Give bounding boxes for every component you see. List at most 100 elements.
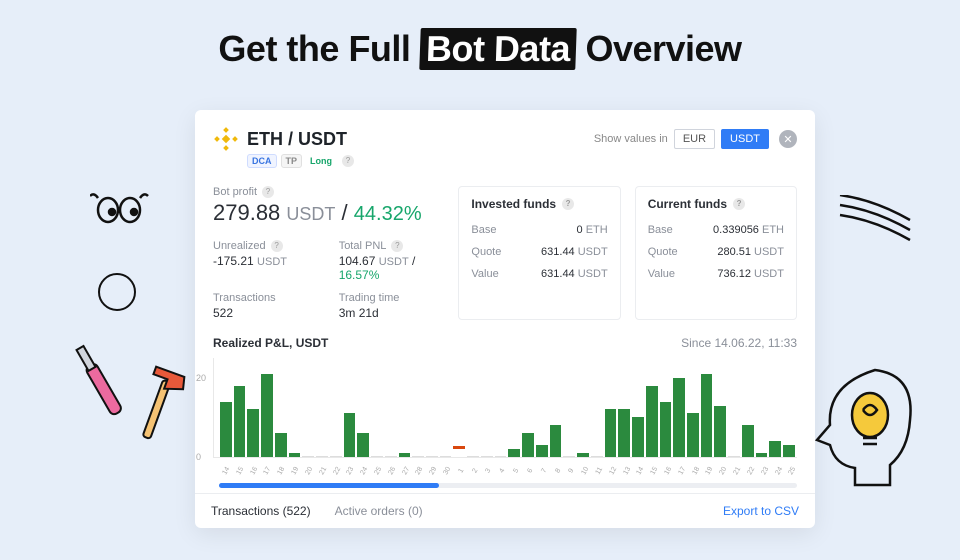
binance-icon [213, 126, 239, 152]
xlabel: 17 [262, 464, 274, 478]
headline-highlight: Bot Data [419, 28, 576, 70]
chart-bar [522, 433, 534, 457]
chart-bar [357, 433, 369, 457]
xlabel: 25 [787, 464, 799, 478]
xlabel: 11 [593, 464, 605, 478]
current-title: Current funds [648, 197, 727, 211]
currency-eur-button[interactable]: EUR [674, 129, 715, 149]
chart-bar [385, 456, 397, 457]
funds-row: Quote631.44 USDT [471, 241, 607, 263]
chart-bar [687, 413, 699, 457]
pnl-chart: 20 0 [213, 358, 797, 458]
chart-bar [481, 456, 493, 457]
xlabel: 20 [303, 464, 315, 478]
chart-since: Since 14.06.22, 11:33 [681, 336, 797, 350]
chart-bar [632, 417, 644, 457]
help-icon[interactable]: ? [562, 198, 574, 210]
xlabel: 15 [649, 464, 661, 478]
chart-scrub[interactable] [219, 483, 797, 488]
xlabel: 16 [662, 464, 674, 478]
chart-bar [289, 453, 301, 457]
chart-bar [467, 456, 479, 457]
xlabel: 14 [635, 464, 647, 478]
stats-left: Bot profit? 279.88 USDT / 44.32% Unreali… [213, 186, 444, 320]
funds-row: Quote280.51 USDT [648, 241, 784, 263]
chart-bar [247, 409, 259, 457]
close-icon[interactable]: ✕ [779, 130, 797, 148]
xlabel: 19 [704, 464, 716, 478]
bot-data-panel: ETH / USDT Show values in EUR USDT ✕ DCA… [195, 110, 815, 528]
xlabel: 2 [469, 464, 481, 478]
show-values-label: Show values in [594, 133, 668, 145]
chart-bar [550, 425, 562, 457]
xlabel: 1 [455, 464, 467, 478]
chart-bar [426, 456, 438, 457]
help-icon[interactable]: ? [391, 240, 403, 252]
funds-row: Base0.339056 ETH [648, 219, 784, 241]
chart-bar [371, 456, 383, 457]
chart-bar [673, 378, 685, 457]
current-funds-card: Current funds? Base0.339056 ETHQuote280.… [635, 186, 797, 320]
chart-bar [728, 456, 740, 457]
xlabel: 9 [566, 464, 578, 478]
chart-bar [316, 456, 328, 457]
pnl-chart-block: Realized P&L, USDT Since 14.06.22, 11:33… [213, 336, 797, 488]
xlabel: 23 [759, 464, 771, 478]
xlabel: 4 [497, 464, 509, 478]
circle-doodle [95, 270, 139, 314]
chart-bar [302, 456, 314, 457]
idea-head-doodle [805, 360, 925, 500]
chart-bar [714, 406, 726, 457]
stats-row: Bot profit? 279.88 USDT / 44.32% Unreali… [213, 186, 797, 320]
help-icon[interactable]: ? [342, 155, 354, 167]
eyes-doodle [90, 190, 150, 230]
tab-active-orders[interactable]: Active orders (0) [335, 504, 423, 518]
xlabel: 15 [234, 464, 246, 478]
chart-bar [453, 446, 465, 449]
chart-bar [220, 402, 232, 457]
help-icon[interactable]: ? [271, 240, 283, 252]
export-csv-link[interactable]: Export to CSV [723, 504, 799, 518]
tools-doodle [60, 330, 210, 470]
funds-row: Value631.44 USDT [471, 263, 607, 285]
transactions-stat: Transactions 522 [213, 292, 319, 320]
chart-bar [330, 456, 342, 457]
chart-bar [495, 456, 507, 457]
chart-bar [412, 456, 424, 457]
chart-bar [618, 409, 630, 457]
xlabel: 26 [386, 464, 398, 478]
help-icon[interactable]: ? [733, 198, 745, 210]
page-headline: Get the Full Bot Data Overview [0, 0, 960, 70]
xlabel: 23 [345, 464, 357, 478]
chart-bar [646, 386, 658, 457]
chart-bar [275, 433, 287, 457]
trading-time-stat: Trading time 3m 21d [339, 292, 445, 320]
chart-bar [344, 413, 356, 457]
dca-badge: DCA [247, 154, 277, 168]
chart-xlabels: 1415161718192021222324252627282930123456… [219, 462, 797, 469]
currency-usdt-button[interactable]: USDT [721, 129, 769, 149]
xlabel: 21 [317, 464, 329, 478]
xlabel: 21 [731, 464, 743, 478]
chart-bar [591, 456, 603, 457]
chart-title: Realized P&L, USDT [213, 336, 328, 350]
xlabel: 12 [607, 464, 619, 478]
chart-bar [536, 445, 548, 457]
strategy-badges: DCA TP Long ? [247, 154, 797, 168]
direction-badge: Long [306, 155, 336, 167]
invested-title: Invested funds [471, 197, 556, 211]
total-pnl-stat: Total PNL? 104.67 USDT / 16.57% [339, 240, 445, 282]
header-right: Show values in EUR USDT ✕ [594, 129, 797, 149]
chart-bar [605, 409, 617, 457]
bot-profit-value: 279.88 USDT / 44.32% [213, 200, 444, 226]
tab-transactions[interactable]: Transactions (522) [211, 504, 311, 518]
chart-bar [783, 445, 795, 457]
unrealized-stat: Unrealized? -175.21 USDT [213, 240, 319, 282]
xlabel: 18 [690, 464, 702, 478]
help-icon[interactable]: ? [262, 186, 274, 198]
chart-bar [769, 441, 781, 457]
speed-lines-doodle [835, 195, 915, 245]
xlabel: 25 [372, 464, 384, 478]
xlabel: 7 [538, 464, 550, 478]
chart-bar [742, 425, 754, 457]
